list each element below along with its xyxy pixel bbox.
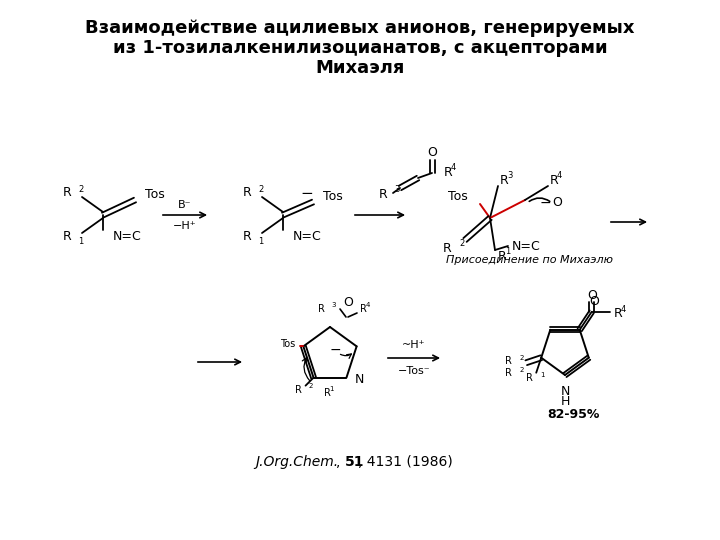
- Text: R: R: [444, 241, 452, 254]
- Text: −Tos⁻: −Tos⁻: [397, 366, 431, 376]
- Text: B⁻: B⁻: [179, 200, 192, 210]
- Text: Tos: Tos: [280, 339, 295, 349]
- Text: Присоединение по Михаэлю: Присоединение по Михаэлю: [446, 255, 613, 265]
- Text: 3: 3: [331, 302, 336, 308]
- Text: 2: 2: [519, 355, 523, 361]
- Text: 1: 1: [78, 237, 84, 246]
- Text: ,: ,: [336, 455, 345, 469]
- Text: R: R: [526, 373, 534, 383]
- Text: N=C: N=C: [113, 231, 142, 244]
- Text: R: R: [323, 388, 330, 397]
- Text: Tos: Tos: [449, 190, 468, 202]
- Text: R: R: [500, 173, 509, 186]
- Text: Tos: Tos: [323, 191, 343, 204]
- Text: R: R: [378, 187, 387, 200]
- Text: H: H: [560, 395, 570, 408]
- Text: 3: 3: [507, 172, 513, 180]
- Text: R: R: [294, 384, 302, 395]
- Text: 51: 51: [345, 455, 364, 469]
- Text: −: −: [329, 343, 341, 357]
- Text: R: R: [318, 304, 325, 314]
- Text: −: −: [539, 196, 551, 210]
- Text: Взаимодействие ацилиевых анионов, генерируемых: Взаимодействие ацилиевых анионов, генери…: [85, 19, 635, 37]
- Text: N=C: N=C: [293, 231, 322, 244]
- Text: R: R: [360, 304, 367, 314]
- Text: 3: 3: [394, 186, 400, 194]
- Text: J.Org.Chem.: J.Org.Chem.: [255, 455, 338, 469]
- Text: N: N: [354, 373, 364, 386]
- Text: O: O: [427, 145, 437, 159]
- Text: R: R: [62, 231, 71, 244]
- Text: R: R: [242, 186, 251, 199]
- Text: R: R: [498, 249, 507, 262]
- Text: 2: 2: [258, 185, 264, 193]
- Text: 1: 1: [258, 237, 264, 246]
- Text: 2: 2: [309, 383, 313, 389]
- Text: N=C: N=C: [512, 240, 541, 253]
- Text: 4: 4: [621, 305, 626, 314]
- Text: 4: 4: [451, 164, 456, 172]
- Text: 2: 2: [519, 367, 523, 373]
- Text: O: O: [552, 197, 562, 210]
- Text: 2: 2: [459, 240, 464, 248]
- Text: Tos: Tos: [145, 188, 165, 201]
- Text: Михаэля: Михаэля: [315, 59, 405, 77]
- Text: R: R: [505, 356, 512, 366]
- Text: 2: 2: [78, 185, 84, 193]
- Text: из 1-тозилалкенилизоцианатов, с акцепторами: из 1-тозилалкенилизоцианатов, с акцептор…: [113, 39, 607, 57]
- Text: R: R: [613, 307, 623, 320]
- Text: , 4131 (1986): , 4131 (1986): [358, 455, 453, 469]
- Text: R: R: [550, 173, 559, 186]
- Text: O: O: [343, 296, 353, 309]
- Text: −: −: [301, 186, 313, 200]
- Text: O: O: [589, 295, 598, 308]
- Text: 4: 4: [366, 302, 370, 308]
- Text: −H⁺: −H⁺: [174, 221, 197, 231]
- Text: R: R: [505, 368, 512, 377]
- Text: R: R: [242, 231, 251, 244]
- Text: R: R: [444, 165, 453, 179]
- Text: 1: 1: [540, 372, 545, 377]
- Text: N: N: [560, 385, 570, 398]
- Text: 1: 1: [330, 386, 334, 392]
- Text: 1: 1: [505, 247, 510, 256]
- Text: 82-95%: 82-95%: [546, 408, 599, 422]
- Text: 4: 4: [557, 172, 562, 180]
- Text: ~H⁺: ~H⁺: [402, 340, 426, 350]
- Text: R: R: [62, 186, 71, 199]
- Text: O: O: [587, 289, 597, 302]
